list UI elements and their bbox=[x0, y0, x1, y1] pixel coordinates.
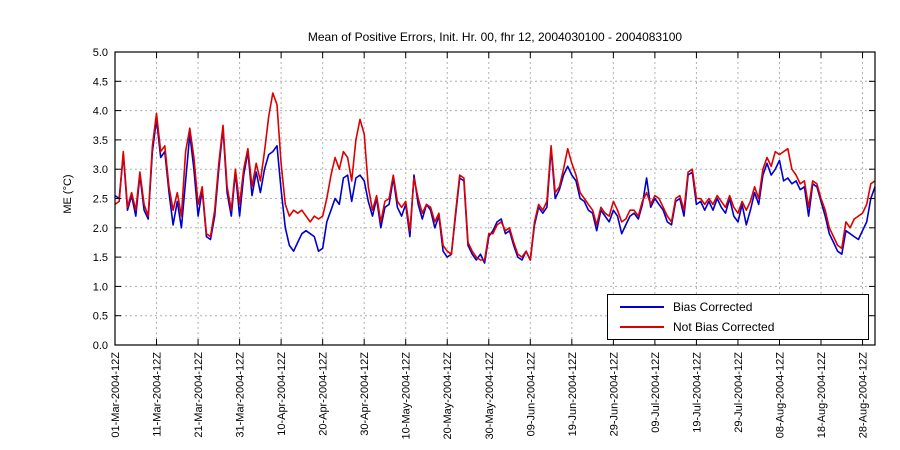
legend: Bias Corrected Not Bias Corrected bbox=[607, 294, 869, 340]
legend-swatch-blue-line bbox=[620, 306, 664, 309]
x-tick-label: 20-May-2004-12Z bbox=[442, 352, 454, 440]
y-tick-label: 1.0 bbox=[93, 281, 108, 293]
y-tick-label: 1.5 bbox=[93, 252, 108, 264]
y-tick-label: 2.5 bbox=[93, 194, 108, 206]
series-line-0 bbox=[114, 118, 876, 264]
chart-title: Mean of Positive Errors, Init. Hr. 00, f… bbox=[307, 30, 683, 44]
x-tick-label: 30-Apr-2004-12Z bbox=[359, 352, 371, 436]
legend-item-bias-corrected: Bias Corrected bbox=[620, 300, 868, 314]
legend-label-bias-corrected: Bias Corrected bbox=[673, 300, 753, 315]
legend-swatch-red-line bbox=[620, 325, 664, 328]
y-tick-label: 3.0 bbox=[93, 164, 108, 176]
y-tick-label: 3.5 bbox=[93, 135, 108, 147]
x-tick-label: 28-Aug-2004-12Z bbox=[858, 352, 870, 439]
x-tick-label: 09-Jun-2004-12Z bbox=[525, 352, 537, 437]
x-tick-label: 21-Mar-2004-12Z bbox=[193, 352, 205, 438]
y-tick-label: 4.0 bbox=[93, 106, 108, 118]
x-tick-label: 09-Jul-2004-12Z bbox=[650, 352, 662, 433]
x-tick-label: 18-Aug-2004-12Z bbox=[816, 352, 828, 439]
x-tick-label: 08-Aug-2004-12Z bbox=[774, 352, 786, 439]
x-tick-label: 29-Jun-2004-12Z bbox=[608, 352, 620, 437]
x-tick-label: 20-Apr-2004-12Z bbox=[318, 352, 330, 436]
y-tick-label: 4.5 bbox=[93, 76, 108, 88]
x-tick-label: 10-May-2004-12Z bbox=[401, 352, 413, 440]
y-tick-label: 2.0 bbox=[93, 223, 108, 235]
series-line-1 bbox=[114, 92, 876, 261]
x-tick-label: 19-Jul-2004-12Z bbox=[691, 352, 703, 433]
legend-label-not-bias-corrected: Not Bias Corrected bbox=[673, 319, 775, 334]
x-tick-label: 31-Mar-2004-12Z bbox=[235, 352, 247, 438]
y-axis-label: ME (°C) bbox=[62, 174, 74, 214]
y-tick-label: 0.0 bbox=[93, 340, 108, 352]
x-tick-label: 11-Mar-2004-12Z bbox=[152, 352, 164, 437]
x-tick-label: 19-Jun-2004-12Z bbox=[567, 352, 579, 437]
x-tick-label: 01-Mar-2004-12Z bbox=[110, 352, 122, 438]
legend-item-not-bias-corrected: Not Bias Corrected bbox=[620, 320, 868, 334]
y-tick-label: 5.0 bbox=[93, 47, 108, 59]
y-tick-label: 0.5 bbox=[93, 311, 108, 323]
x-tick-label: 29-Jul-2004-12Z bbox=[733, 352, 745, 433]
x-tick-label: 30-May-2004-12Z bbox=[484, 352, 496, 440]
x-tick-label: 10-Apr-2004-12Z bbox=[276, 352, 288, 436]
